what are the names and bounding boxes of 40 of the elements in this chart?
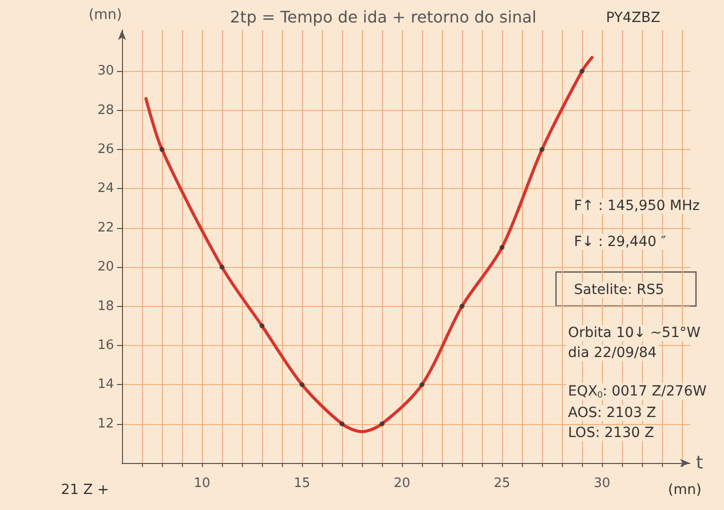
text: (mn) [668, 482, 702, 498]
x-tick-label: 25 [494, 476, 510, 491]
annotation: F↑ : 145,950 MHz [574, 198, 700, 214]
y-tick-label: 28 [97, 102, 114, 118]
y-tick-label: 22 [97, 220, 114, 236]
chart-title: 2tp = Tempo de ida + retorno do sinal [230, 8, 536, 26]
annotation: F↓ : 29,440 ″ [574, 234, 666, 250]
point [220, 264, 224, 270]
y-axis-title: (mn) [88, 7, 122, 23]
point [500, 244, 504, 250]
point [340, 421, 344, 426]
point [380, 421, 384, 426]
point [580, 68, 584, 74]
point [300, 382, 304, 388]
text: 21 Z + [61, 482, 110, 498]
point [160, 147, 164, 152]
annotation: EQX0: 0017 Z/276W [568, 384, 707, 400]
y-tick-label: 14 [97, 377, 114, 392]
y-tick-label: 12 [97, 416, 114, 432]
y-tick-label: 18 [97, 298, 114, 314]
point [420, 382, 424, 388]
y-tick-label: 16 [97, 338, 114, 353]
annotation: AOS: 2103 Z [568, 405, 656, 421]
annotation: Satelite: RS5 [574, 282, 664, 298]
point [460, 304, 464, 309]
x-tick-label: 15 [294, 476, 310, 491]
point [260, 323, 264, 328]
annotation: Orbita 10↓ ~51°W [568, 325, 701, 341]
y-tick-label: 30 [97, 64, 114, 79]
text: PY4ZBZ [606, 10, 660, 26]
y-tick-label: 26 [97, 142, 114, 158]
x-tick-label: 10 [194, 476, 210, 491]
y-tick-label: 20 [97, 260, 114, 275]
point [540, 147, 544, 152]
x-tick-label: 30 [594, 476, 610, 491]
annotation: LOS: 2130 Z [568, 425, 654, 441]
x-tick-label: 20 [394, 476, 410, 491]
y-tick-label: 24 [97, 181, 114, 196]
annotation: dia 22/09/84 [568, 345, 657, 361]
x-axis-title: t [696, 452, 704, 474]
